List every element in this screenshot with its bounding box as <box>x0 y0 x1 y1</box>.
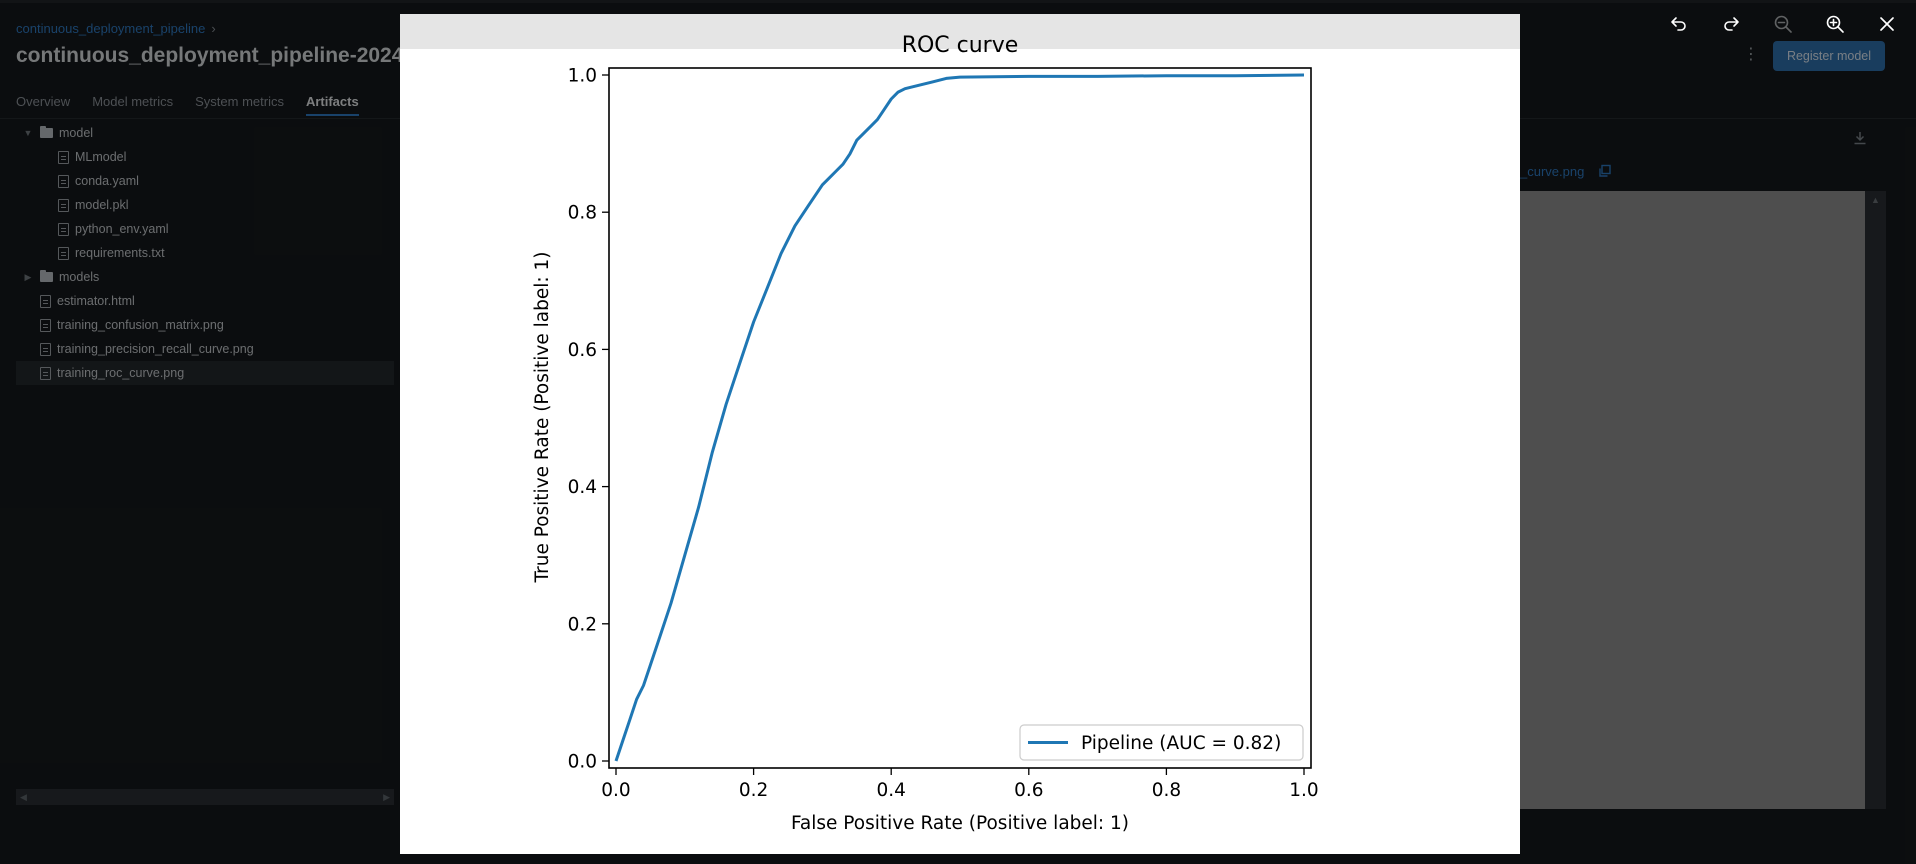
tree-item-requirements-txt[interactable]: requirements.txt <box>16 241 394 265</box>
y-tick-label: 1.0 <box>568 66 597 87</box>
breadcrumb-experiment-link[interactable]: continuous_deployment_pipeline <box>16 21 206 36</box>
x-tick-label: 0.0 <box>601 780 630 801</box>
file-icon <box>58 246 69 260</box>
x-axis-label: False Positive Rate (Positive label: 1) <box>791 813 1129 834</box>
roc-curve-line <box>614 73 1305 762</box>
close-button[interactable] <box>1873 12 1901 36</box>
plot-frame <box>608 67 1312 769</box>
image-file-icon <box>40 318 51 332</box>
x-tick-label: 0.6 <box>1014 780 1043 801</box>
redo-icon <box>1724 17 1739 31</box>
image-viewer: ROC curve 0.0 0.2 0.4 0.6 0.8 1.0 0.0 0.2 0.4 0.6… <box>400 14 1520 854</box>
tab-model-metrics[interactable]: Model metrics <box>92 94 174 109</box>
download-icon[interactable] <box>1852 130 1868 146</box>
tree-item-label: model.pkl <box>75 198 129 212</box>
tree-item-estimator-html[interactable]: estimator.html <box>16 289 394 313</box>
chart-title: ROC curve <box>902 33 1019 58</box>
scroll-right-icon[interactable]: ▶ <box>383 792 390 802</box>
close-icon <box>1880 17 1894 31</box>
y-tick-label: 0.6 <box>568 340 597 361</box>
tree-item-label: models <box>59 270 100 284</box>
file-icon <box>58 174 69 188</box>
file-icon <box>58 150 69 164</box>
tree-item-training-roc-curve[interactable]: training_roc_curve.png <box>16 361 394 385</box>
preview-divider <box>1520 118 1890 119</box>
folder-icon <box>40 126 53 138</box>
y-tick-label: 0.4 <box>568 477 597 498</box>
legend-label: Pipeline (AUC = 0.82) <box>1081 733 1281 754</box>
tab-overview[interactable]: Overview <box>16 94 71 109</box>
copy-icon[interactable] <box>1598 164 1612 178</box>
tree-folder-models[interactable]: ▶ models <box>16 265 394 289</box>
zoom-out-button[interactable] <box>1769 12 1797 36</box>
x-tick-label: 0.4 <box>876 780 905 801</box>
y-tick-label: 0.2 <box>568 614 597 635</box>
file-icon <box>40 294 51 308</box>
tree-folder-model[interactable]: ▼ model <box>16 121 394 145</box>
tab-artifacts[interactable]: Artifacts <box>305 94 359 116</box>
x-tick-label: 1.0 <box>1289 780 1318 801</box>
y-tick-label: 0.8 <box>568 203 597 224</box>
artifact-path-label: _curve.png <box>1520 164 1585 179</box>
scroll-left-icon[interactable]: ◀ <box>20 792 27 802</box>
tree-item-conda-yaml[interactable]: conda.yaml <box>16 169 394 193</box>
x-tick-label: 0.2 <box>739 780 768 801</box>
run-tabs: Overview Model metrics System metrics Ar… <box>16 94 359 116</box>
legend-box <box>1019 724 1304 761</box>
scroll-up-icon[interactable]: ▲ <box>1871 195 1880 205</box>
more-options-icon[interactable]: ⋮ <box>1743 46 1759 63</box>
tree-item-label: training_confusion_matrix.png <box>57 318 224 332</box>
undo-button[interactable] <box>1665 12 1693 36</box>
x-tick-label: 0.8 <box>1152 780 1181 801</box>
roc-chart: ROC curve 0.0 0.2 0.4 0.6 0.8 1.0 0.0 0.2 0.4 0.6… <box>532 33 1319 834</box>
undo-icon <box>1671 17 1686 31</box>
image-viewer-toolbar <box>1665 12 1901 36</box>
folder-icon <box>40 270 53 282</box>
image-file-icon <box>40 342 51 356</box>
tree-item-python-env-yaml[interactable]: python_env.yaml <box>16 217 394 241</box>
image-file-icon <box>40 366 51 380</box>
top-border <box>0 0 1916 3</box>
preview-vertical-scrollbar[interactable]: ▲ <box>1865 191 1886 809</box>
tree-item-label: training_precision_recall_curve.png <box>57 342 254 356</box>
tree-item-training-precision-recall-curve[interactable]: training_precision_recall_curve.png <box>16 337 394 361</box>
tree-item-label: model <box>59 126 94 140</box>
tree-item-label: conda.yaml <box>75 174 139 188</box>
image-viewer-header <box>400 14 1520 49</box>
page-title: continuous_deployment_pipeline-2024 <box>16 44 404 67</box>
file-icon <box>58 198 69 212</box>
zoom-in-button[interactable] <box>1821 12 1849 36</box>
zoom-out-icon <box>1774 15 1792 33</box>
tree-item-label: MLmodel <box>75 150 127 164</box>
tree-item-label: python_env.yaml <box>75 222 169 236</box>
breadcrumb-separator: › <box>211 21 216 36</box>
caret-down-icon[interactable]: ▼ <box>23 128 33 138</box>
y-axis-label: True Positive Rate (Positive label: 1) <box>532 252 553 584</box>
artifact-preview <box>1520 191 1865 809</box>
tree-item-model-pkl[interactable]: model.pkl <box>16 193 394 217</box>
breadcrumb[interactable]: continuous_deployment_pipeline › <box>16 21 216 36</box>
tree-item-label: estimator.html <box>57 294 135 308</box>
y-tick-label: 0.0 <box>568 752 597 773</box>
tree-item-training-confusion-matrix[interactable]: training_confusion_matrix.png <box>16 313 394 337</box>
tree-item-label: requirements.txt <box>75 246 165 260</box>
redo-button[interactable] <box>1717 12 1745 36</box>
caret-right-icon[interactable]: ▶ <box>24 271 32 282</box>
tab-system-metrics[interactable]: System metrics <box>195 94 284 109</box>
tree-horizontal-scrollbar[interactable]: ◀ ▶ <box>16 789 394 805</box>
zoom-in-icon <box>1826 15 1844 33</box>
tree-item-mlmodel[interactable]: MLmodel <box>16 145 394 169</box>
artifact-tree: ▼ model MLmodel conda.yaml model.pkl pyt… <box>16 121 394 385</box>
file-icon <box>58 222 69 236</box>
tree-item-label: training_roc_curve.png <box>57 366 185 380</box>
register-model-button[interactable]: Register model <box>1773 41 1885 71</box>
